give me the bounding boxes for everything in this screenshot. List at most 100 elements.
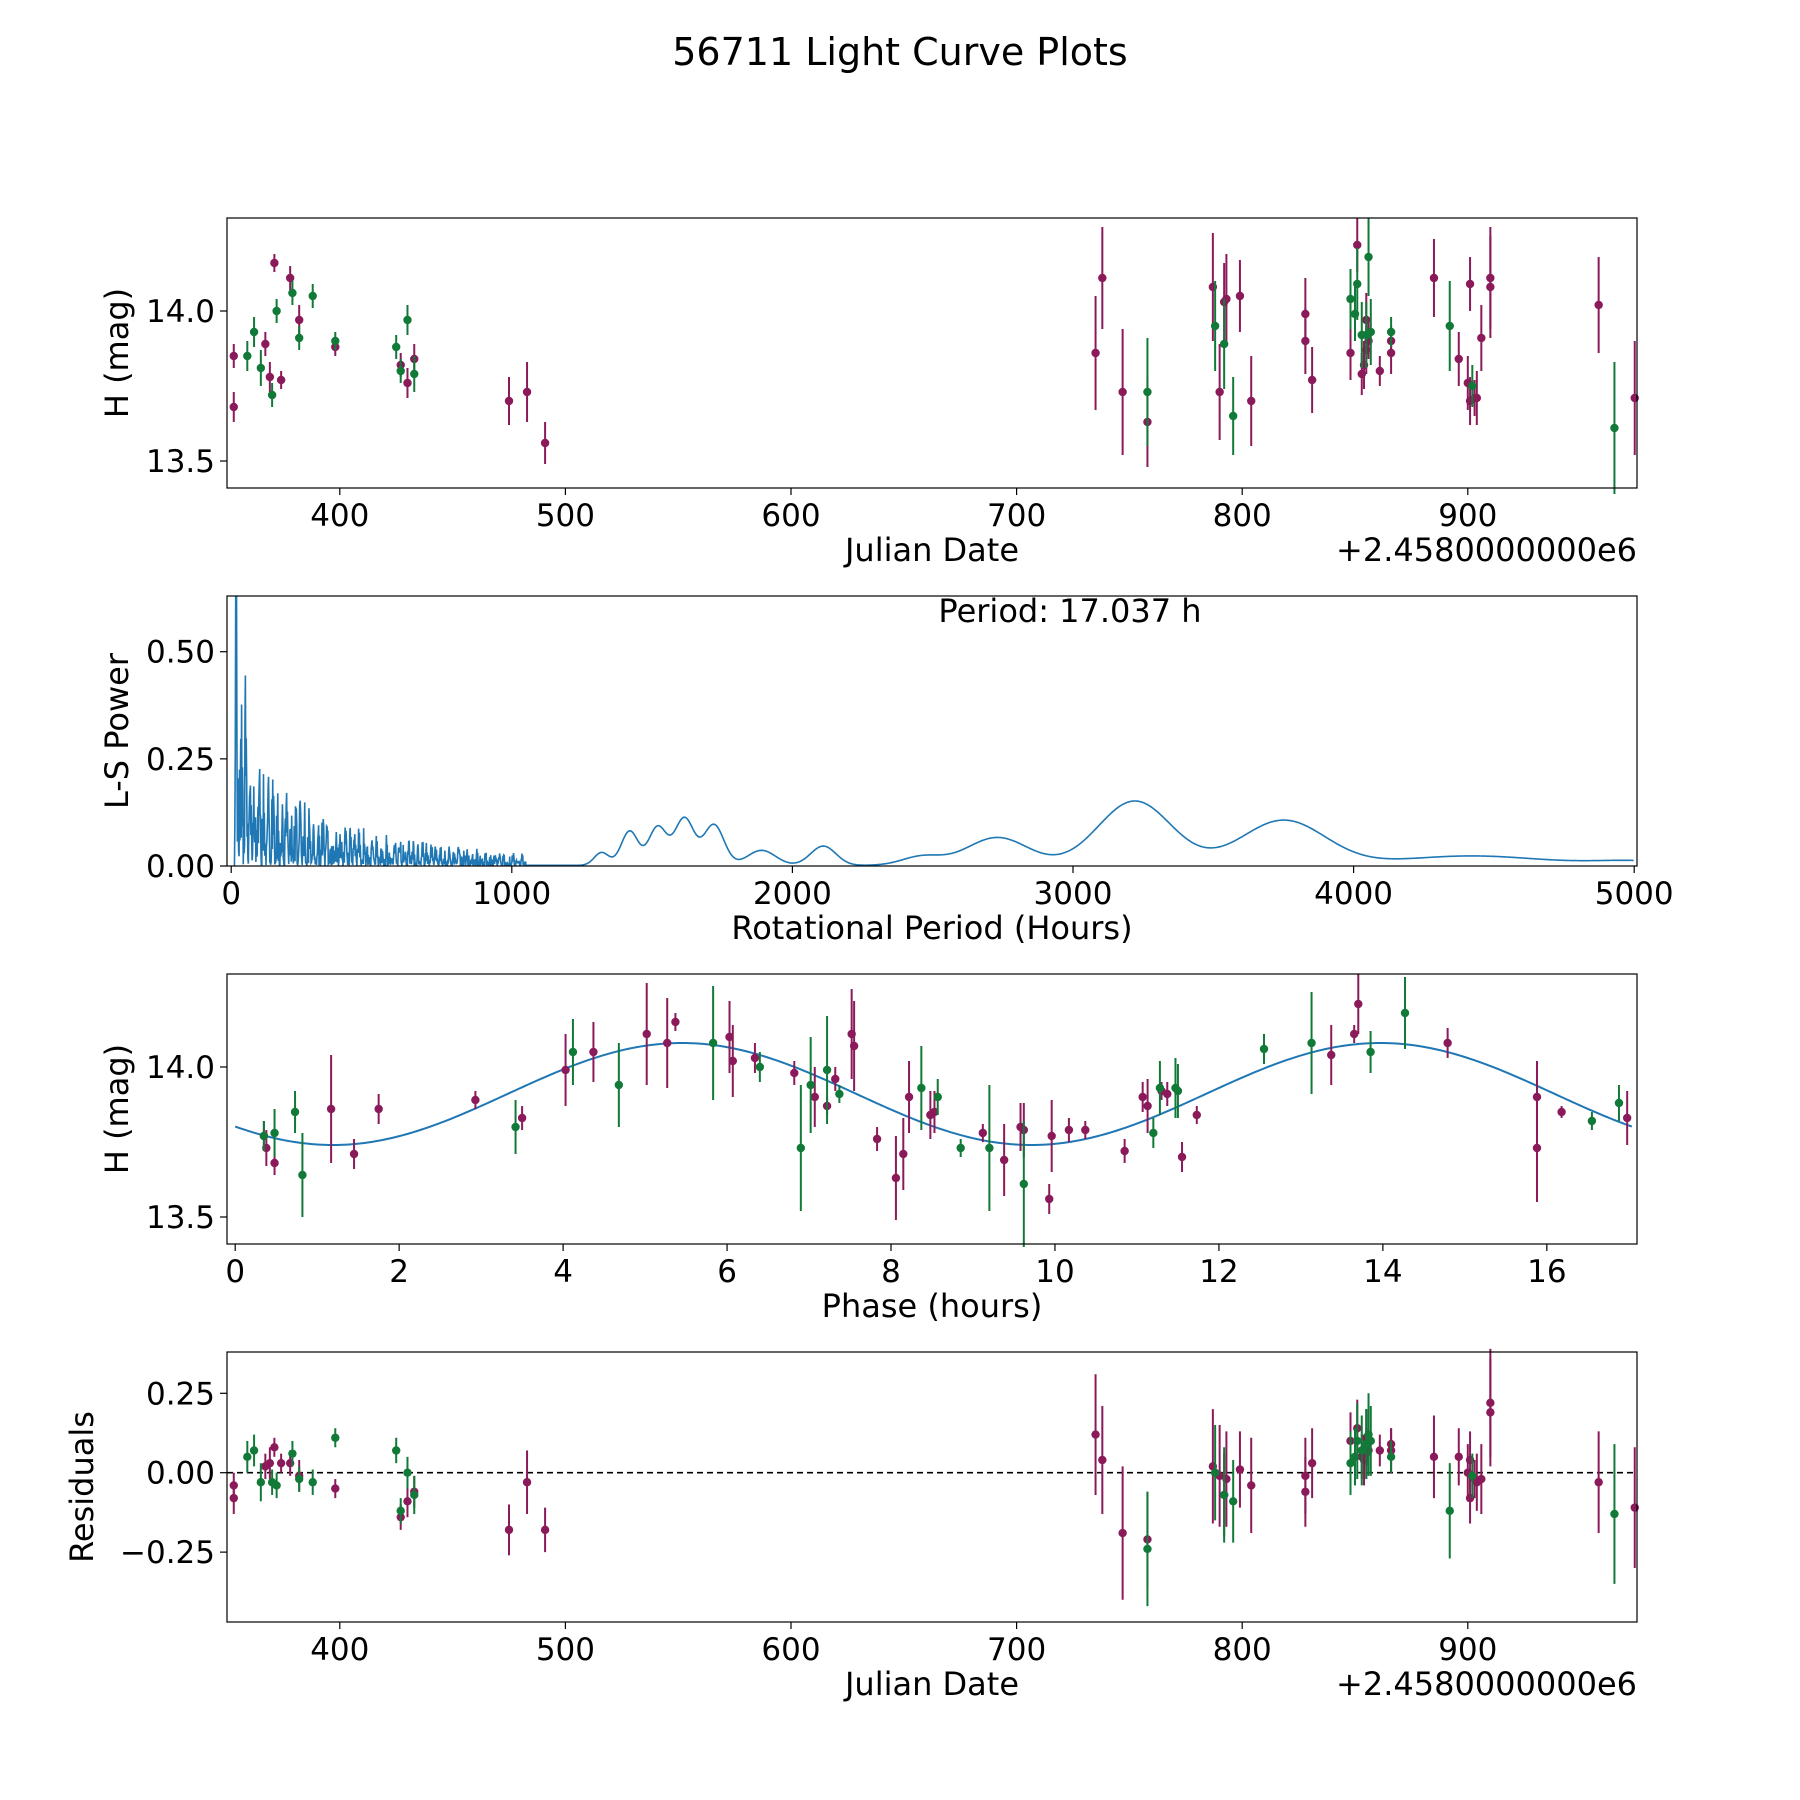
x-tick-label: 500: [536, 1632, 595, 1668]
lightcurve-frame: [226, 217, 1638, 489]
data-point: [1472, 393, 1482, 403]
data-point: [288, 1449, 297, 1458]
x-tick-label: 900: [1438, 1632, 1497, 1668]
data-point: [1346, 348, 1355, 358]
y-tick-label: 14.0: [146, 294, 215, 330]
data-point: [1247, 1481, 1256, 1490]
data-point: [810, 1092, 819, 1102]
data-point: [1259, 1044, 1269, 1054]
data-point: [1118, 387, 1127, 397]
y-tick-label: 13.5: [146, 444, 215, 480]
data-point: [1468, 1471, 1477, 1481]
data-point: [1120, 1146, 1129, 1156]
data-point: [1486, 1408, 1495, 1417]
x-tick-label: 800: [1213, 498, 1272, 534]
data-point: [1307, 1038, 1316, 1048]
data-point: [1210, 321, 1220, 331]
x-tick-label: 4: [553, 1254, 573, 1290]
data-point: [1177, 1152, 1187, 1162]
x-tick-label: 500: [536, 498, 595, 534]
data-point: [1155, 1083, 1165, 1093]
lightcurve-x-offset: +2.4580000000e6: [1336, 531, 1637, 569]
data-point: [1019, 1179, 1029, 1189]
data-point: [1557, 1107, 1566, 1117]
data-point: [796, 1143, 806, 1153]
data-point: [1143, 1101, 1152, 1111]
data-point: [265, 1458, 275, 1468]
residuals-frame: [226, 1351, 1638, 1623]
data-point: [1587, 1116, 1597, 1126]
x-tick-label: 6: [717, 1254, 737, 1290]
x-tick-label: 16: [1527, 1254, 1566, 1290]
data-point: [1210, 1468, 1220, 1477]
x-tick-label: 900: [1438, 498, 1497, 534]
series-purple: [259, 974, 1632, 1220]
data-point: [1307, 375, 1317, 385]
lightcurve-xticks: 400 500 600 700 800 900: [310, 488, 1497, 534]
data-point: [956, 1143, 965, 1153]
data-point: [259, 1131, 269, 1141]
residuals-xlabel: Julian Date: [843, 1665, 1019, 1703]
data-point: [243, 351, 252, 361]
phased-frame: [226, 973, 1638, 1245]
data-point: [270, 258, 279, 268]
data-point: [331, 336, 340, 346]
data-point: [1081, 1125, 1090, 1135]
data-point: [708, 1038, 718, 1048]
data-point: [1465, 279, 1475, 289]
data-point: [1357, 1446, 1366, 1455]
periodogram-yticks: 0.00 0.25 0.50: [146, 635, 227, 885]
data-point: [1349, 1029, 1359, 1039]
x-tick-label: 4000: [1314, 876, 1393, 912]
data-point: [1354, 999, 1363, 1009]
data-point: [471, 1095, 480, 1105]
data-point: [504, 396, 514, 406]
data-point: [1610, 1509, 1619, 1519]
data-point: [290, 1107, 300, 1117]
data-point: [229, 351, 238, 361]
data-point: [511, 1122, 520, 1132]
data-point: [298, 1170, 307, 1180]
data-point: [561, 1065, 570, 1075]
data-point: [374, 1104, 383, 1114]
data-point: [1375, 366, 1385, 376]
residuals-yticks: −0.25 0.00 0.25: [120, 1376, 227, 1571]
data-point: [899, 1149, 908, 1159]
y-tick-label: 0.00: [146, 1456, 215, 1492]
data-point: [1327, 1050, 1336, 1060]
data-point: [1468, 381, 1477, 391]
data-point: [1386, 327, 1396, 337]
data-point: [1138, 1092, 1147, 1102]
data-point: [1443, 1038, 1452, 1048]
x-tick-label: 400: [310, 498, 369, 534]
data-point: [270, 1128, 279, 1138]
periodogram-frame: [226, 595, 1638, 867]
data-point: [872, 1134, 882, 1144]
data-point: [1045, 1194, 1054, 1204]
data-point: [1047, 1131, 1056, 1141]
data-point: [725, 1032, 734, 1042]
data-point: [1386, 348, 1396, 358]
data-point: [403, 378, 412, 388]
data-point: [663, 1038, 672, 1048]
data-point: [1366, 327, 1375, 337]
data-point: [270, 1443, 279, 1452]
data-point: [728, 1056, 737, 1066]
data-point: [1445, 321, 1454, 331]
data-point: [1630, 393, 1639, 403]
x-tick-label: 3000: [1034, 876, 1113, 912]
data-point: [1454, 1452, 1463, 1462]
data-point: [1143, 1544, 1152, 1554]
data-point: [1353, 279, 1362, 289]
y-tick-label: 14.0: [146, 1050, 215, 1086]
data-point: [917, 1083, 926, 1093]
data-point: [265, 372, 275, 382]
data-point: [835, 1089, 844, 1099]
x-tick-label: 2: [389, 1254, 409, 1290]
data-point: [904, 1092, 914, 1102]
data-point: [1346, 294, 1355, 304]
x-tick-label: 10: [1035, 1254, 1074, 1290]
periodogram-series: [233, 596, 1634, 866]
data-point: [256, 1478, 266, 1487]
data-point: [1301, 1487, 1310, 1496]
